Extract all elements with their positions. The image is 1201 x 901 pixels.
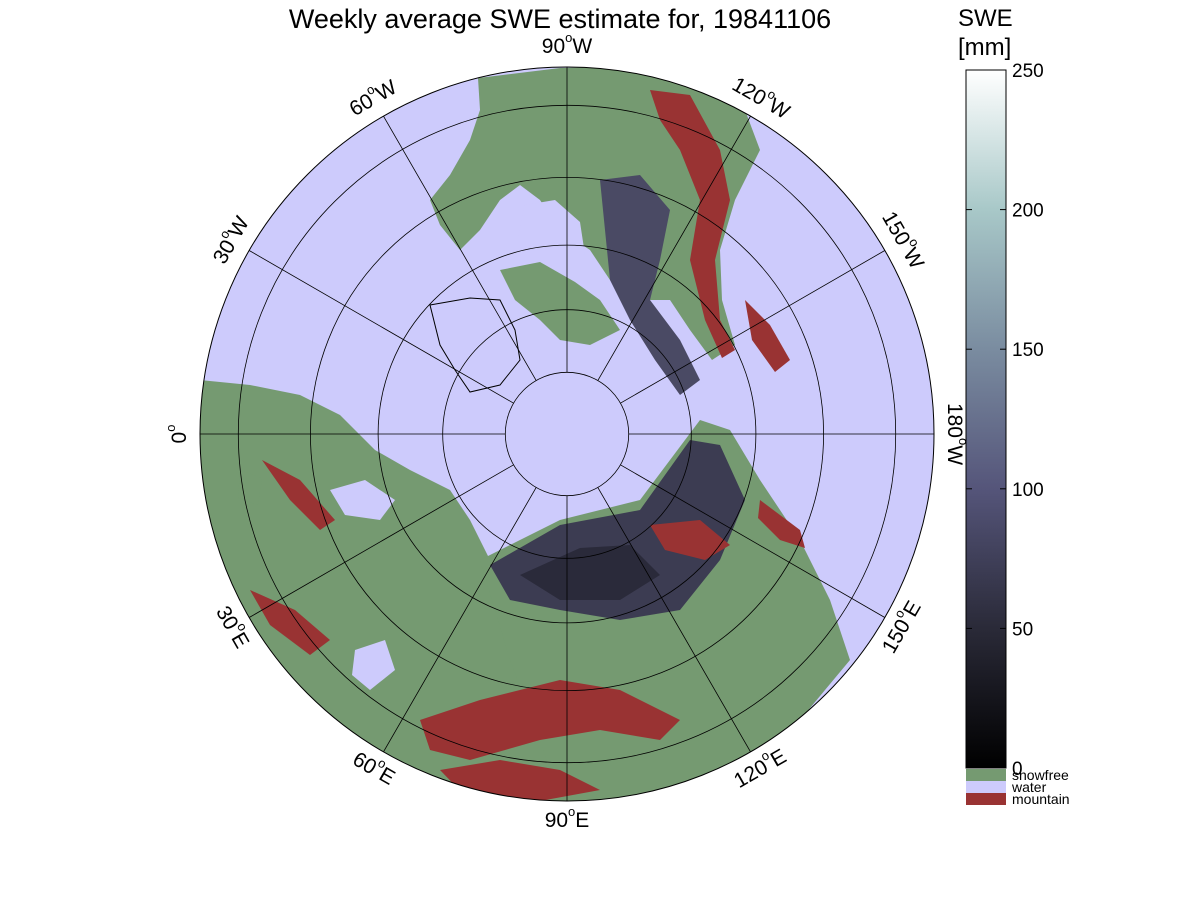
category-label: mountain [1012, 791, 1070, 807]
land-layer [200, 67, 850, 801]
category-label: snowfree [1012, 767, 1069, 783]
siberian-mountains [650, 520, 730, 560]
longitude-label: 0o [163, 425, 190, 444]
colorbar-gradient [965, 69, 1007, 769]
colorbar-title: SWE [mm] [958, 4, 1013, 62]
meridian-line [248, 464, 514, 618]
scandinavia-mountains [262, 460, 335, 530]
category-swatch [966, 769, 1006, 781]
meridian-line [383, 115, 537, 381]
graticule [200, 67, 934, 801]
colorbar-tick-label: 250 [1012, 61, 1044, 82]
longitude-label: 90oW [542, 30, 593, 57]
longitude-label: 90oE [545, 804, 590, 831]
colorbar-title-line1: SWE [958, 5, 1013, 32]
colorbar-tick-label: 0 [1012, 759, 1023, 780]
meridian-line [248, 250, 514, 404]
category-label: water [1011, 779, 1047, 795]
rocky-mountains [650, 90, 735, 358]
map-title: Weekly average SWE estimate for, 1984110… [288, 4, 832, 34]
greenland-outline [429, 297, 521, 393]
far-east-mountains [758, 500, 805, 548]
siberia-snow-deep [520, 545, 660, 600]
meridian-line [597, 115, 751, 381]
canada-snow-cover [600, 175, 700, 395]
caspian-sea [352, 640, 395, 690]
alaska-mountains [745, 300, 790, 372]
meridian-line [383, 487, 537, 753]
hudson-bay [518, 200, 585, 275]
colorbar-title-line2: [mm] [958, 34, 1012, 61]
longitude-labels: 90oW120oW150oW180oW150oE120oE90oE60oE30o… [163, 30, 970, 831]
meridian-line [620, 250, 886, 404]
colorbar-tick-label: 100 [1012, 480, 1044, 501]
colorbar-tick-label: 150 [1012, 340, 1044, 361]
category-swatch [966, 781, 1006, 793]
arctic-islands [500, 262, 620, 345]
meridian-line [597, 487, 751, 753]
meridian-line [620, 464, 886, 618]
colorbar-tick-label: 50 [1012, 619, 1033, 640]
colorbar-tick-label: 200 [1012, 201, 1044, 222]
central-asia-mountains [420, 680, 680, 760]
inland-water-west [330, 480, 395, 520]
longitude-label: 180oW [943, 403, 970, 465]
map-border [199, 66, 935, 802]
category-swatch [966, 793, 1006, 805]
